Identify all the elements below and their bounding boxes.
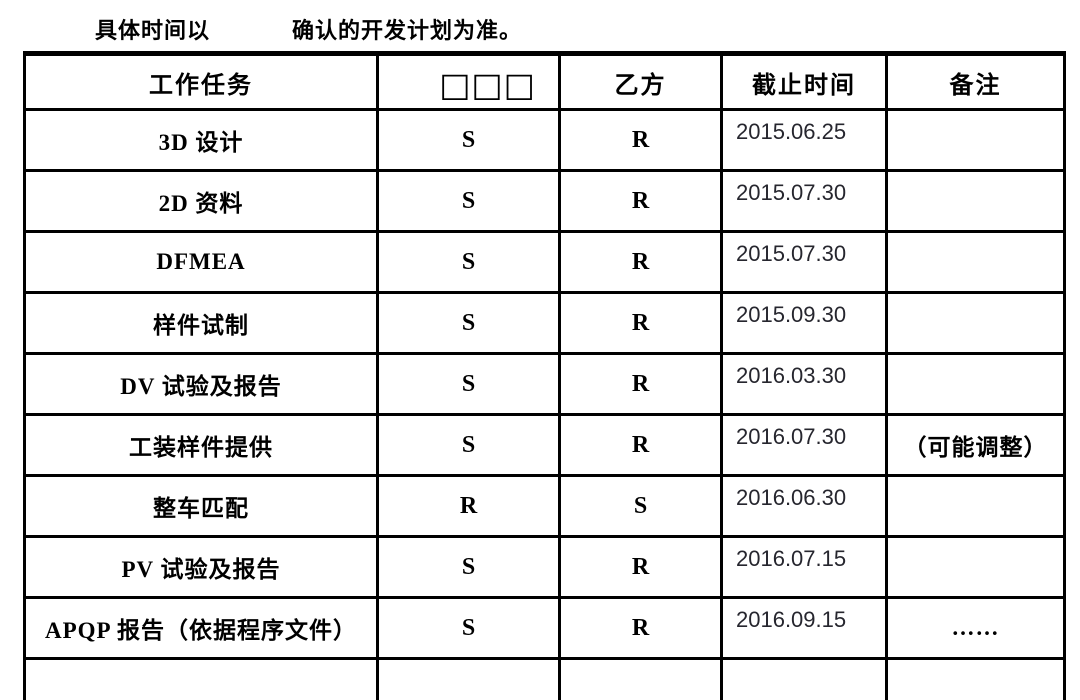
task-cell: 样件试制 [25,293,378,354]
party-a-cell: S [378,232,560,293]
deadline-cell: 2016.07.15 [722,537,887,598]
note-cell [887,110,1065,171]
col-header-deadline: 截止时间 [722,54,887,110]
col-header-task: 工作任务 [25,54,378,110]
party-b-cell: R [560,293,722,354]
table-row: 工装样件提供 S R 2016.07.30 （可能调整） [25,415,1065,476]
deadline-cell: 2016.06.30 [722,476,887,537]
party-b-cell: R [560,232,722,293]
table-row-partial [25,659,1065,700]
task-cell: APQP 报告（依据程序文件） [25,598,378,659]
note-cell: …… [887,598,1065,659]
col-header-party-a-redacted: □□□ [378,54,560,110]
col-header-notes: 备注 [887,54,1065,110]
note-cell [887,476,1065,537]
party-a-cell: S [378,171,560,232]
deadline-cell: 2015.09.30 [722,293,887,354]
note-cell [887,659,1065,700]
party-b-cell: R [560,537,722,598]
document-page: 具体时间以 确认的开发计划为准。 工作任务 □□□ 乙方 截止时间 备注 3D … [0,0,1080,591]
task-cell: DFMEA [25,232,378,293]
dev-plan-table: 工作任务 □□□ 乙方 截止时间 备注 3D 设计 S R 2015.06.25… [23,51,1066,700]
table-row: 样件试制 S R 2015.09.30 [25,293,1065,354]
task-cell: DV 试验及报告 [25,354,378,415]
party-a-cell [378,659,560,700]
party-a-cell: S [378,110,560,171]
party-a-cell: S [378,293,560,354]
task-cell: 2D 资料 [25,171,378,232]
intro-text-suffix: 确认的开发计划为准。 [292,13,522,45]
intro-text-prefix: 具体时间以 [95,13,210,45]
task-cell: 整车匹配 [25,476,378,537]
party-a-cell: S [378,537,560,598]
table-row: DV 试验及报告 S R 2016.03.30 [25,354,1065,415]
col-header-party-b: 乙方 [560,54,722,110]
deadline-cell: 2016.09.15 [722,598,887,659]
task-cell: PV 试验及报告 [25,537,378,598]
party-b-cell: R [560,415,722,476]
deadline-cell: 2016.07.30 [722,415,887,476]
party-b-cell: R [560,110,722,171]
party-b-cell: R [560,598,722,659]
party-a-cell: S [378,354,560,415]
table-row: 2D 资料 S R 2015.07.30 [25,171,1065,232]
party-a-cell: R [378,476,560,537]
table-row: DFMEA S R 2015.07.30 [25,232,1065,293]
party-a-cell: S [378,598,560,659]
table-row: PV 试验及报告 S R 2016.07.15 [25,537,1065,598]
party-b-cell: R [560,171,722,232]
party-b-cell: R [560,354,722,415]
deadline-cell: 2016.03.30 [722,354,887,415]
note-cell [887,171,1065,232]
table-row: 3D 设计 S R 2015.06.25 [25,110,1065,171]
table-row: 整车匹配 R S 2016.06.30 [25,476,1065,537]
table-header-row: 工作任务 □□□ 乙方 截止时间 备注 [25,54,1065,110]
note-cell [887,293,1065,354]
deadline-cell [722,659,887,700]
task-cell: 3D 设计 [25,110,378,171]
task-cell [25,659,378,700]
note-cell [887,537,1065,598]
deadline-cell: 2015.07.30 [722,232,887,293]
deadline-cell: 2015.07.30 [722,171,887,232]
deadline-cell: 2015.06.25 [722,110,887,171]
note-cell [887,354,1065,415]
task-cell: 工装样件提供 [25,415,378,476]
party-b-cell: S [560,476,722,537]
note-cell [887,232,1065,293]
note-cell: （可能调整） [887,415,1065,476]
party-a-cell: S [378,415,560,476]
table-row: APQP 报告（依据程序文件） S R 2016.09.15 …… [25,598,1065,659]
party-b-cell [560,659,722,700]
